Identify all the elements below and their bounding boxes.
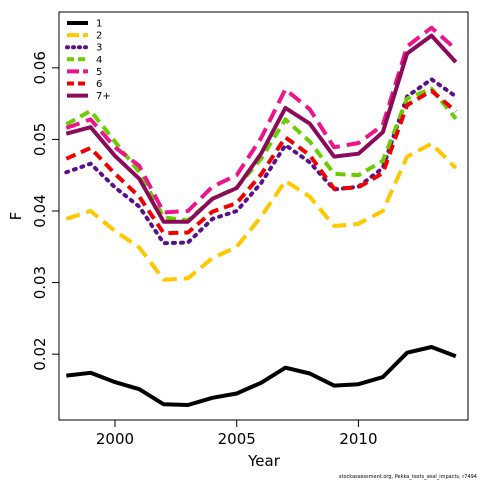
legend-label-4: 5 [96,67,102,78]
series-line-0 [66,345,457,407]
x-tick-label-0: 2000 [96,430,134,448]
x-tick-label-1: 2005 [218,430,256,448]
legend-label-3: 4 [96,55,102,66]
y-tick-label-3: 0.05 [31,123,49,156]
legend-label-6: 7+ [96,91,111,102]
y-tick-label-4: 0.06 [31,51,49,84]
legend-label-0: 1 [96,19,102,30]
series-line-6 [65,33,458,224]
legend-label-1: 2 [96,31,102,42]
x-axis: 2000 2005 2010 [96,420,378,448]
series-line-3 [65,86,458,223]
series-layer [64,25,458,407]
credit-text: stockassessment.org, Pekka_tests_seal_im… [339,474,477,480]
x-tick-label-2: 2010 [339,430,377,448]
y-tick-label-1: 0.03 [31,266,49,299]
y-axis-title: F [7,212,25,221]
y-tick-label-2: 0.04 [31,194,49,227]
legend-label-5: 6 [96,79,102,90]
series-line-4 [65,25,458,215]
series-line-5 [65,88,458,236]
x-axis-title: Year [247,452,281,470]
series-line-1 [65,141,458,282]
legend-label-2: 3 [96,43,102,54]
plot-frame [58,11,469,421]
y-tick-label-0: 0.02 [31,337,49,370]
y-axis: 0.02 0.03 0.04 0.05 0.06 [31,51,59,371]
